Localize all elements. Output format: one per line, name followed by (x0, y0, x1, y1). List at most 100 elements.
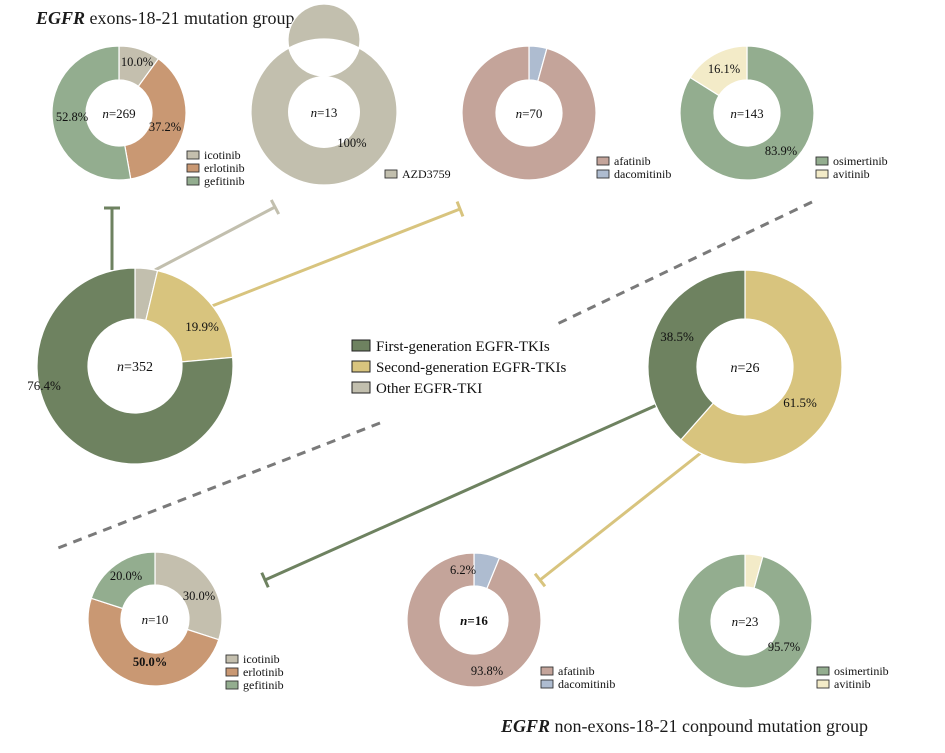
slice-label: 16.1% (708, 62, 740, 76)
donut-hole (714, 80, 780, 146)
connectors (57, 199, 813, 588)
donut-chart: n=13 100% (250, 3, 398, 186)
legend-label: Other EGFR-TKI (376, 381, 482, 397)
slice-label: 83.9% (765, 144, 797, 158)
slice-label: 38.5% (660, 329, 694, 344)
legend-label: icotinib (243, 652, 280, 666)
legend-swatch (186, 163, 200, 173)
center-label: n=143 (730, 106, 763, 121)
center-label: n=16 (460, 613, 488, 628)
top-gene-name: EGFR (36, 8, 86, 28)
slice-label: 37.2% (149, 120, 181, 134)
legend-label: afatinib (614, 154, 651, 168)
slice-label: 50.0% (133, 655, 167, 669)
legend-label: erlotinib (204, 161, 245, 175)
legend-swatch (816, 666, 830, 676)
legend-small: AZD3759 (384, 167, 451, 181)
donut-chart: n=26 61.5% 38.5% (647, 269, 843, 465)
legend-label: gefitinib (204, 174, 245, 188)
legend-label: dacomitinib (614, 167, 671, 181)
donut-charts: n=352 76.4% 19.9% n=269 10.0% 37.2% 52.8% n=13 1… (27, 3, 843, 689)
legend-label: avitinib (834, 677, 871, 691)
legend-swatch (186, 176, 200, 186)
center-label: n=10 (142, 612, 169, 627)
donut-hole (88, 319, 182, 413)
center-label: n=352 (117, 360, 153, 375)
legend-label: afatinib (558, 664, 595, 678)
slice-label: 76.4% (27, 378, 61, 393)
center-label: n=13 (311, 105, 338, 120)
center-label: n=70 (516, 106, 543, 121)
slice-label: 10.0% (121, 55, 153, 69)
legend-label: Second-generation EGFR-TKIs (376, 360, 567, 376)
connector-end-bar (533, 572, 547, 588)
top-group-text: exons-18-21 mutation group (85, 8, 295, 28)
slice-label: 61.5% (783, 395, 817, 410)
legend-label: avitinib (833, 167, 870, 181)
bottom-group-text: non-exons-18-21 conpound mutation group (550, 716, 868, 736)
legend-label: osimertinib (833, 154, 888, 168)
legend-swatch (351, 339, 371, 352)
legend-swatch (815, 156, 829, 166)
legend-swatch (540, 679, 554, 689)
slice-label: 100% (337, 136, 366, 150)
donut-hole (86, 80, 152, 146)
bottom-group-title: EGFR non-exons-18-21 conpound mutation g… (501, 716, 868, 737)
legend-swatch (225, 680, 239, 690)
legend-swatch (186, 150, 200, 160)
legend-swatch (225, 667, 239, 677)
donut-chart: n=10 30.0% 50.0% 20.0% (87, 551, 223, 687)
center-label: n=23 (732, 614, 759, 629)
connector-line (211, 207, 461, 308)
legend-label: icotinib (204, 148, 241, 162)
slice-label: 95.7% (768, 640, 800, 654)
center-label: n=26 (731, 361, 760, 376)
legend-swatch (815, 169, 829, 179)
donut-chart: n=70 (461, 45, 597, 181)
connector-line (154, 205, 276, 272)
legend-label: First-generation EGFR-TKIs (376, 339, 550, 355)
legend-swatch (351, 360, 371, 373)
donut-hole (288, 76, 360, 148)
legend-label: AZD3759 (402, 167, 451, 181)
bottom-gene-name: EGFR (501, 716, 551, 736)
donut-hole (496, 80, 562, 146)
connector-line (539, 450, 703, 582)
donut-slice (461, 45, 597, 181)
connector-end-bar (260, 572, 270, 588)
slice-label: 20.0% (110, 569, 142, 583)
center-label: n=269 (102, 106, 135, 121)
top-group-title: EGFR exons-18-21 mutation group (36, 8, 295, 29)
legend-label: gefitinib (243, 678, 284, 692)
slice-label: 19.9% (185, 319, 219, 334)
donut-hole (121, 585, 189, 653)
legend-swatch (540, 666, 554, 676)
slice-label: 6.2% (450, 563, 476, 577)
slice-label: 93.8% (471, 664, 503, 678)
legend-swatch (384, 169, 398, 179)
donut-hole (697, 319, 793, 415)
donut-chart: n=269 10.0% 37.2% 52.8% (51, 45, 187, 181)
connector-end-bar (455, 201, 465, 217)
legend-label: dacomitinib (558, 677, 615, 691)
donut-chart: n=23 95.7% (677, 553, 813, 689)
donut-chart: n=16 93.8% 6.2% (406, 552, 542, 688)
donut-hole (711, 587, 779, 655)
legend-label: erlotinib (243, 665, 284, 679)
legend-swatch (816, 679, 830, 689)
legend-label: osimertinib (834, 664, 889, 678)
legend-swatch (225, 654, 239, 664)
donut-chart: n=352 76.4% 19.9% (27, 267, 234, 465)
connector-line (264, 403, 658, 582)
slice-label: 30.0% (183, 589, 215, 603)
slice-label: 52.8% (56, 110, 88, 124)
legend-swatch (596, 169, 610, 179)
legend-main: First-generation EGFR-TKIs Second-generat… (351, 339, 567, 397)
